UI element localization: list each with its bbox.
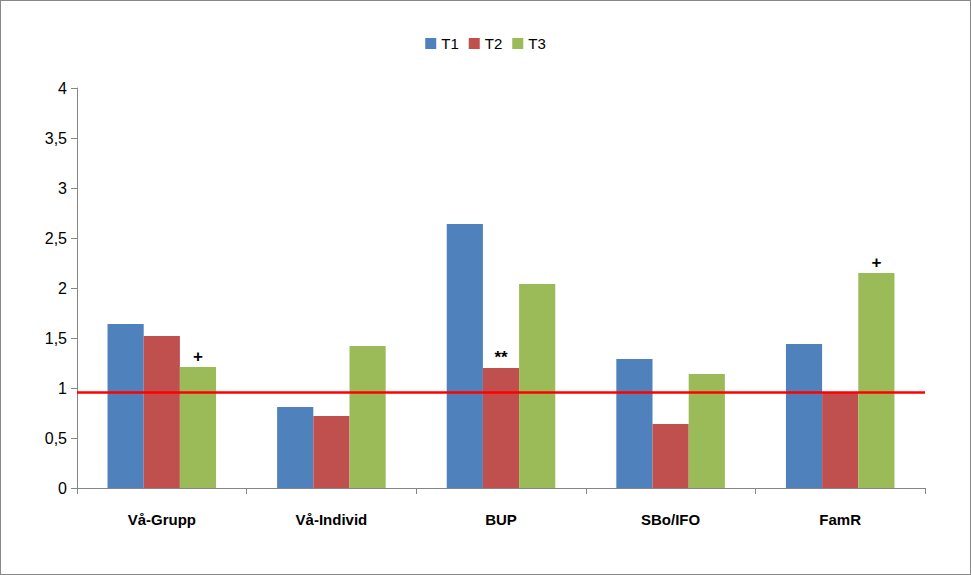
svg-text:FamR: FamR [819, 511, 861, 528]
svg-text:1,5: 1,5 [45, 330, 67, 347]
svg-text:1: 1 [58, 380, 67, 397]
svg-text:Vå-Grupp: Vå-Grupp [128, 511, 196, 528]
svg-text:+: + [871, 253, 881, 272]
svg-text:T1: T1 [441, 35, 459, 52]
svg-text:2,5: 2,5 [45, 230, 67, 247]
svg-text:**: ** [494, 348, 508, 367]
svg-text:+: + [193, 347, 203, 366]
svg-text:3,5: 3,5 [45, 130, 67, 147]
svg-text:2: 2 [58, 280, 67, 297]
svg-text:Vå-Individ: Vå-Individ [296, 511, 368, 528]
svg-text:SBo/IFO: SBo/IFO [641, 511, 700, 528]
svg-text:BUP: BUP [485, 511, 517, 528]
svg-text:T2: T2 [485, 35, 503, 52]
svg-text:4: 4 [58, 80, 67, 97]
svg-text:0,5: 0,5 [45, 430, 67, 447]
svg-text:3: 3 [58, 180, 67, 197]
svg-text:0: 0 [58, 480, 67, 497]
svg-text:T3: T3 [528, 35, 546, 52]
